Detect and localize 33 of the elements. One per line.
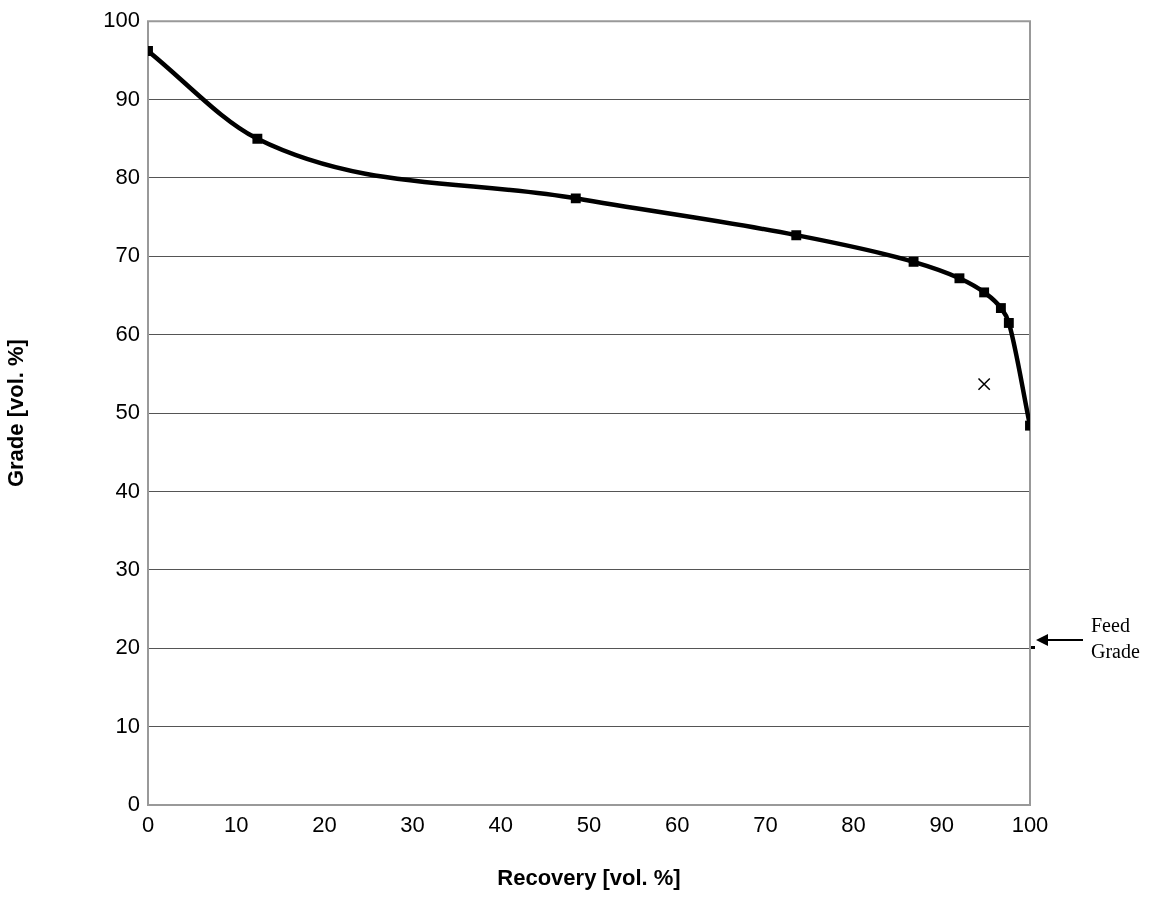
point	[979, 287, 990, 298]
point	[977, 377, 991, 391]
y-tick-label: 10	[115, 712, 140, 738]
point	[791, 230, 802, 241]
point	[954, 273, 965, 284]
x-tick-label: 40	[488, 812, 514, 838]
point	[995, 303, 1006, 314]
y-tick-label: 0	[127, 791, 140, 817]
x-tick-label: 90	[929, 812, 955, 838]
y-axis-title: Grade [vol. %]	[3, 339, 29, 488]
y-tick-label: 80	[115, 164, 140, 190]
point	[252, 133, 263, 144]
y-tick-label: 40	[115, 477, 140, 503]
x-tick-label: 20	[312, 812, 337, 838]
y-tick-label: 100	[103, 7, 140, 33]
point	[1003, 318, 1014, 328]
point	[908, 256, 919, 267]
x-tick-label: 100	[1011, 812, 1049, 838]
x-tick-label: 60	[664, 812, 690, 838]
x-tick-label: 80	[841, 812, 866, 838]
x-tick-label: 70	[753, 812, 778, 838]
y-tick-label: 30	[115, 555, 140, 581]
text: Feed Grade	[1091, 613, 1141, 664]
point	[570, 193, 581, 204]
x-tick-label: 50	[576, 812, 602, 838]
y-tick-label: 50	[115, 399, 140, 425]
x-tick-label: 30	[400, 812, 425, 838]
y-tick-label: 70	[115, 242, 140, 268]
y-tick-label: 20	[115, 634, 140, 660]
y-tick-label: 90	[115, 85, 140, 111]
x-tick-label: 10	[223, 812, 249, 838]
y-tick-label: 60	[115, 320, 140, 346]
x-axis-title: Recovery [vol. %]	[497, 864, 681, 890]
